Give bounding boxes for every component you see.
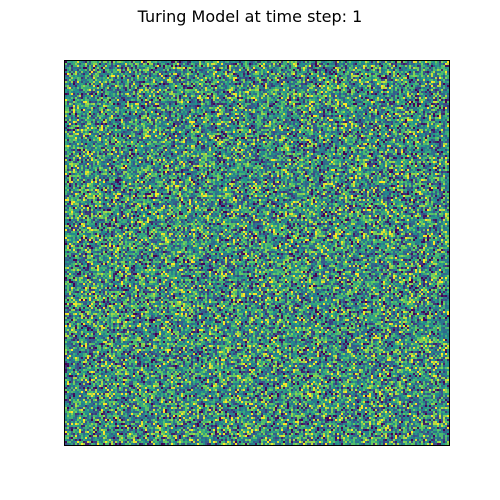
- heatmap-image: [65, 61, 449, 445]
- chart-title: Turing Model at time step: 1: [137, 7, 363, 26]
- plot-area: [64, 60, 450, 446]
